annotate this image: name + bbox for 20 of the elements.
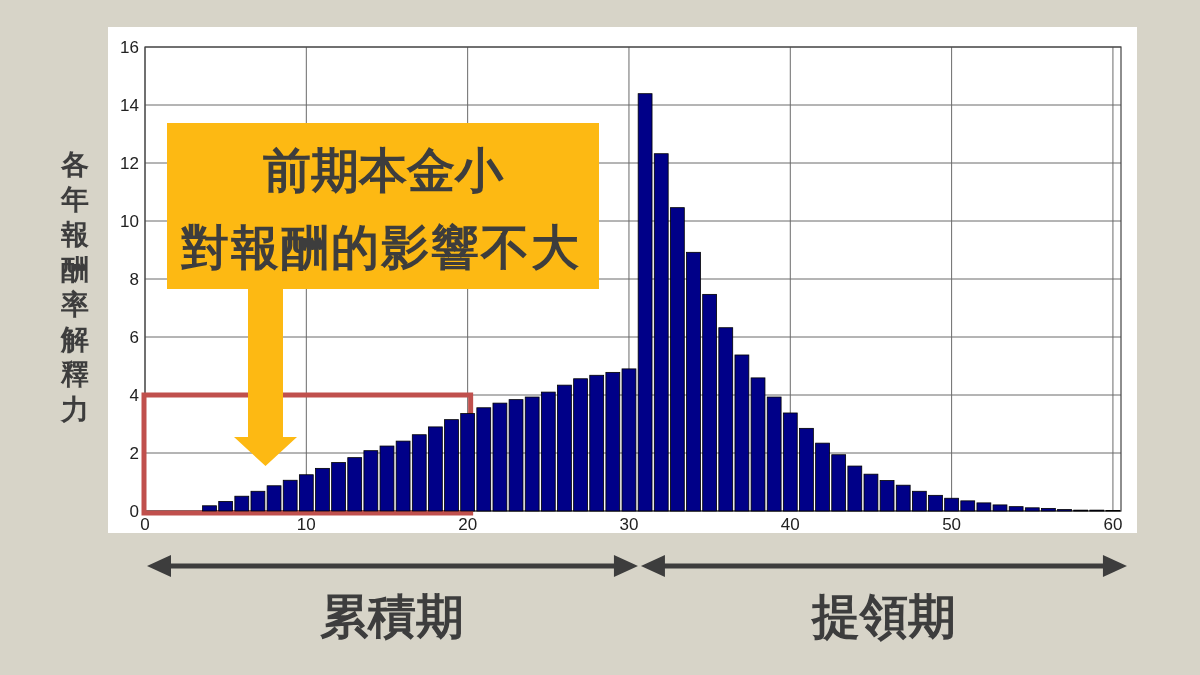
x-tick-label: 30 <box>619 515 639 534</box>
y-tick-label: 16 <box>120 37 139 57</box>
y-tick-label: 0 <box>129 501 139 521</box>
y-tick-label: 8 <box>129 269 139 289</box>
annotation: 前期本金小 <box>263 142 504 198</box>
x-tick-label: 40 <box>780 515 800 534</box>
y-tick-label: 2 <box>129 443 139 463</box>
x-tick-label: 20 <box>458 515 478 534</box>
y-tick-label: 6 <box>129 327 139 347</box>
annotation: 對報酬的影響不大 <box>180 219 581 275</box>
x-tick-label: 10 <box>296 515 316 534</box>
x-tick-label: 60 <box>1103 515 1123 534</box>
text: 提領期 <box>809 588 956 644</box>
y-tick-label: 14 <box>120 95 139 115</box>
y-tick-label: 12 <box>120 153 139 173</box>
y-tick-label: 10 <box>120 211 139 231</box>
x-tick-label: 50 <box>942 515 962 534</box>
y-tick-label: 4 <box>129 385 139 405</box>
y-axis-title: 各年報酬率解釋力 <box>60 148 89 426</box>
text: 累積期 <box>319 588 464 644</box>
